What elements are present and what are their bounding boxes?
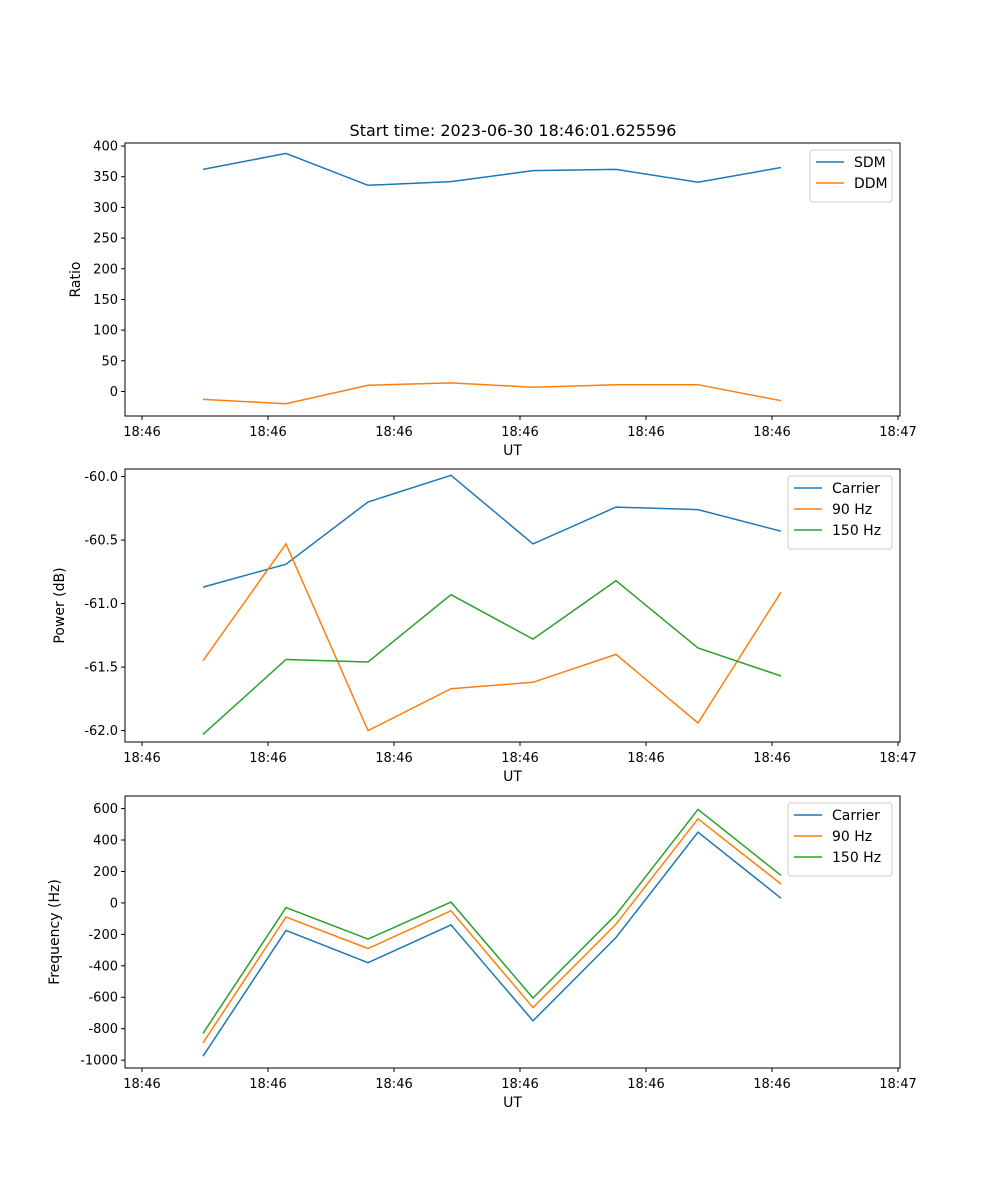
series-line-90-hz <box>202 542 782 732</box>
legend: Carrier 90 Hz 150 Hz <box>787 475 893 550</box>
y-tick-label: -61.0 <box>84 597 118 612</box>
y-tick-label: -62.0 <box>84 724 118 739</box>
y-tick-label: -600 <box>88 991 118 1006</box>
y-tick-label: 300 <box>93 201 118 216</box>
series-line-90-hz <box>202 817 782 1044</box>
x-tick-label: 18:46 <box>501 1077 538 1092</box>
x-axis-label: UT <box>503 1095 522 1111</box>
y-tick-label: -60.0 <box>84 470 118 485</box>
legend-label: SDM <box>854 155 886 171</box>
y-tick-label: 600 <box>93 802 118 817</box>
legend-label: Carrier <box>832 808 880 824</box>
x-tick-label: 18:46 <box>501 751 538 766</box>
legend-label: Carrier <box>832 481 880 497</box>
x-tick-label: 18:46 <box>249 751 286 766</box>
x-tick-label: 18:46 <box>753 425 790 440</box>
chart-title: Start time: 2023-06-30 18:46:01.625596 <box>350 121 677 140</box>
x-tick-label: 18:46 <box>501 425 538 440</box>
chart-panel-1: 18:46 18:46 18:46 18:46 18:46 18:46 18:47 0 50 10… <box>68 140 917 459</box>
series-line-ddm <box>202 382 782 405</box>
x-tick-label: 18:46 <box>627 1077 664 1092</box>
x-tick-label: 18:46 <box>375 1077 412 1092</box>
y-tick-label: 50 <box>101 354 118 369</box>
x-tick-label: 18:46 <box>627 751 664 766</box>
legend-label: DDM <box>854 176 888 192</box>
x-tick-label: 18:46 <box>249 1077 286 1092</box>
y-tick-label: -800 <box>88 1022 118 1037</box>
series-line-sdm <box>202 152 782 187</box>
x-tick-label: 18:46 <box>249 425 286 440</box>
legend-label: 90 Hz <box>832 502 872 518</box>
y-tick-label: -60.5 <box>84 534 118 549</box>
legend: Carrier 90 Hz 150 Hz <box>787 802 893 877</box>
x-tick-label: 18:47 <box>879 425 916 440</box>
chart-panel-3: 18:46 18:46 18:46 18:46 18:46 18:46 18:47 600 40… <box>47 795 917 1111</box>
y-axis-label: Ratio <box>68 262 84 298</box>
y-tick-label: 200 <box>93 262 118 277</box>
series-line-150-hz <box>202 579 782 735</box>
y-tick-label: 100 <box>93 324 118 339</box>
x-tick-label: 18:47 <box>879 1077 916 1092</box>
plot-frame <box>124 468 901 743</box>
y-tick-label: 350 <box>93 170 118 185</box>
series-line-150-hz <box>202 808 782 1034</box>
x-tick-label: 18:46 <box>123 1077 160 1092</box>
chart-panels: 18:46 18:46 18:46 18:46 18:46 18:46 18:47 0 50 10… <box>47 140 917 1111</box>
x-tick-label: 18:46 <box>123 751 160 766</box>
y-tick-label: 0 <box>110 896 118 911</box>
x-tick-label: 18:46 <box>753 1077 790 1092</box>
y-tick-label: 150 <box>93 293 118 308</box>
y-tick-label: 400 <box>93 140 118 155</box>
chart-panel-2: 18:46 18:46 18:46 18:46 18:46 18:46 18:47 -60.0… <box>52 468 917 785</box>
x-tick-label: 18:47 <box>879 751 916 766</box>
y-tick-label: 200 <box>93 865 118 880</box>
plot-frame <box>124 142 901 417</box>
y-tick-label: 400 <box>93 834 118 849</box>
series-line-carrier <box>202 474 782 588</box>
plot-frame <box>124 795 901 1069</box>
x-tick-label: 18:46 <box>753 751 790 766</box>
x-tick-label: 18:46 <box>375 751 412 766</box>
y-tick-label: 250 <box>93 232 118 247</box>
y-tick-label: 0 <box>110 385 118 400</box>
legend: SDM DDM <box>809 149 893 203</box>
x-tick-label: 18:46 <box>627 425 664 440</box>
legend-label: 150 Hz <box>832 850 881 866</box>
x-axis-label: UT <box>503 769 522 785</box>
y-tick-label: -1000 <box>80 1054 118 1069</box>
y-tick-label: -400 <box>88 959 118 974</box>
x-tick-label: 18:46 <box>375 425 412 440</box>
x-axis-label: UT <box>503 443 522 459</box>
series-line-carrier <box>202 831 782 1057</box>
x-tick-label: 18:46 <box>123 425 160 440</box>
y-tick-label: -61.5 <box>84 661 118 676</box>
legend-box <box>809 149 893 203</box>
y-tick-label: -200 <box>88 928 118 943</box>
legend-label: 90 Hz <box>832 829 872 845</box>
y-axis-label: Power (dB) <box>52 567 68 643</box>
legend-label: 150 Hz <box>832 523 881 539</box>
y-axis-label: Frequency (Hz) <box>47 879 63 985</box>
